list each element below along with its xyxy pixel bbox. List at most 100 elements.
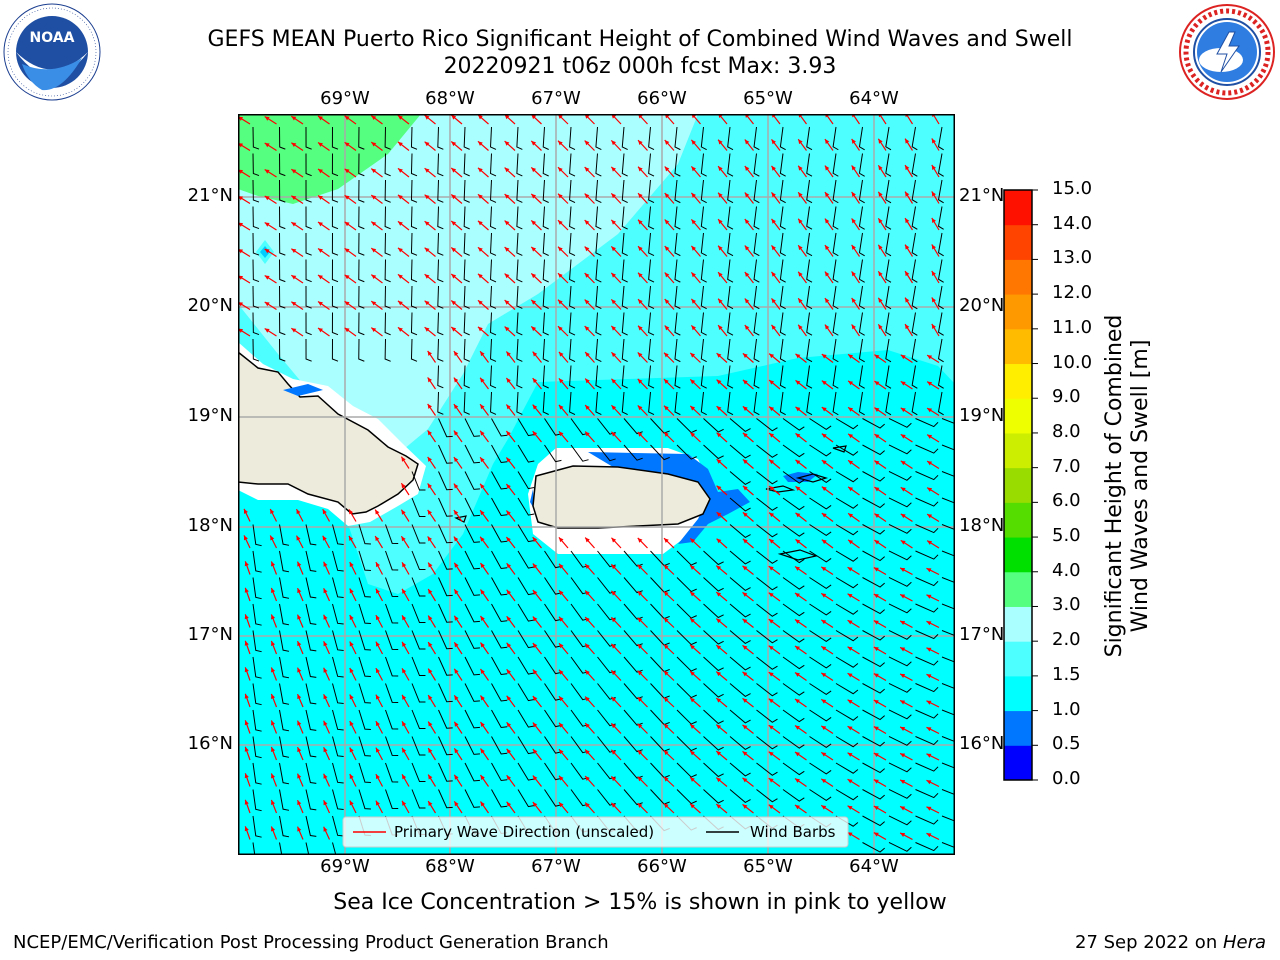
- wind-barb: [385, 577, 399, 598]
- wave-arrow-head: [297, 826, 302, 832]
- colorbar-segment: [1004, 537, 1032, 573]
- wave-arrow-head: [795, 486, 801, 491]
- wind-barb: [595, 391, 602, 415]
- wind-barb: [623, 762, 643, 779]
- wave-arrow-head: [264, 116, 270, 121]
- wind-barb: [464, 603, 480, 623]
- wind-barb: [437, 365, 444, 389]
- wave-arrow-head: [557, 246, 563, 252]
- wind-barb: [756, 471, 778, 485]
- wind-barb: [700, 259, 707, 283]
- wave-arrow-head: [611, 166, 617, 172]
- wind-barb: [885, 232, 892, 257]
- wave-arrow-head: [424, 141, 430, 147]
- wave-arrow-head: [317, 169, 323, 174]
- wave-arrow-head: [531, 220, 537, 226]
- wave-arrow-head: [664, 432, 669, 437]
- wind-barb: [937, 206, 944, 230]
- wind-barb: [941, 762, 955, 769]
- wind-barb: [782, 683, 805, 696]
- wind-barb: [727, 312, 734, 336]
- wind-barb: [464, 630, 480, 649]
- wave-arrow-head: [297, 588, 302, 594]
- wind-barb: [252, 603, 262, 626]
- wave-arrow-head: [401, 483, 406, 489]
- wave-arrow-head: [926, 753, 932, 758]
- wave-arrow-head: [900, 726, 906, 731]
- wind-barb: [911, 259, 918, 283]
- wave-arrow-head: [663, 617, 669, 623]
- wave-arrow-head: [873, 700, 879, 705]
- wind-barb: [727, 126, 734, 151]
- wave-arrow-head: [271, 640, 276, 646]
- wind-barb: [385, 709, 399, 730]
- wind-barb: [862, 550, 885, 562]
- wind-barb: [782, 630, 805, 643]
- wave-arrow-head: [851, 138, 856, 144]
- wave-arrow-head: [297, 667, 302, 673]
- wind-barb: [779, 338, 786, 363]
- wind-barb: [595, 206, 602, 230]
- wave-arrow-head: [905, 165, 910, 171]
- wave-arrow-head: [480, 377, 485, 383]
- wind-barb: [252, 312, 260, 336]
- wave-arrow-head: [451, 168, 457, 173]
- wave-arrow-head: [559, 775, 564, 781]
- wind-barb: [411, 471, 426, 491]
- wind-barb: [674, 153, 681, 177]
- wave-arrow-head: [768, 725, 774, 730]
- lon-label-top: 67°W: [531, 88, 581, 109]
- wind-barb: [862, 709, 885, 721]
- wind-barb: [491, 603, 508, 623]
- wave-arrow-head: [900, 540, 906, 545]
- wind-barb: [779, 312, 786, 336]
- wave-arrow-head: [323, 694, 328, 700]
- wave-arrow-head: [424, 247, 430, 253]
- wind-barb: [437, 126, 444, 150]
- wave-arrow-head: [821, 778, 827, 784]
- wave-arrow-head: [821, 433, 827, 439]
- wave-arrow-head: [874, 434, 880, 439]
- wind-barb: [915, 630, 939, 640]
- wave-arrow-head: [557, 193, 563, 199]
- wave-arrow-head: [824, 192, 830, 197]
- wave-arrow-head: [291, 301, 297, 307]
- wave-arrow-head: [532, 404, 538, 410]
- colorbar-tick-label: 0.0: [1052, 768, 1081, 789]
- wave-arrow-head: [742, 777, 748, 783]
- wind-barb: [358, 683, 371, 704]
- wind-barb: [756, 577, 778, 591]
- wind-barb: [806, 391, 813, 416]
- wind-barb: [252, 815, 262, 838]
- wave-arrow-head: [297, 800, 302, 806]
- wave-arrow-head: [480, 404, 485, 410]
- wave-arrow-head: [878, 218, 883, 224]
- wave-arrow-head: [718, 192, 723, 198]
- wave-arrow-head: [768, 751, 774, 757]
- wave-arrow-head: [637, 591, 643, 596]
- wind-barb: [676, 683, 697, 699]
- wave-arrow-head: [271, 693, 276, 699]
- wind-barb: [835, 603, 859, 615]
- wave-arrow-head: [454, 801, 459, 807]
- wind-barb: [858, 285, 865, 310]
- wave-arrow-head: [270, 508, 275, 514]
- wave-arrow-head: [611, 378, 617, 384]
- wave-arrow-head: [851, 218, 856, 224]
- wave-arrow-head: [344, 327, 350, 333]
- wave-arrow-head: [821, 407, 827, 412]
- wind-barb: [809, 762, 832, 775]
- wave-arrow-head: [506, 377, 511, 383]
- wave-arrow-head: [531, 326, 537, 332]
- wave-arrow-head: [428, 695, 433, 701]
- wind-barb: [888, 842, 912, 852]
- wind-barb: [542, 232, 549, 256]
- wind-barb: [809, 656, 832, 669]
- wave-arrow-head: [428, 642, 433, 648]
- wave-arrow-head: [264, 328, 270, 333]
- wave-arrow-head: [742, 512, 748, 517]
- wind-barb: [438, 444, 453, 464]
- wave-arrow-head: [585, 802, 590, 808]
- wind-barb: [806, 259, 813, 283]
- wave-arrow-head: [795, 725, 800, 730]
